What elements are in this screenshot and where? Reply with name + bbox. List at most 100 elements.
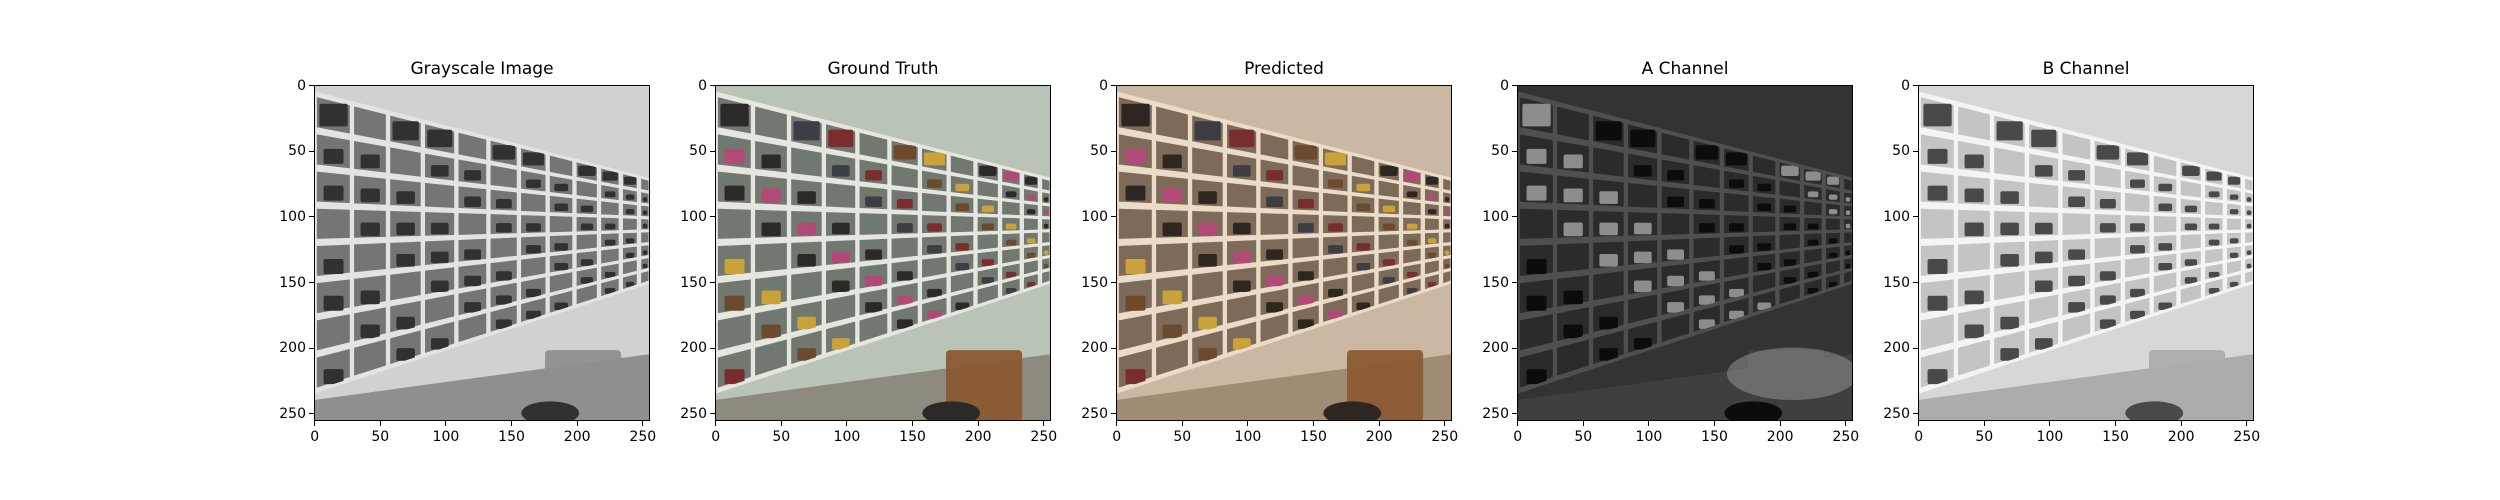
shelf-item [1406,271,1418,278]
shelf-board [1918,229,2254,245]
y-tick-label: 50 [288,143,306,160]
cubby [2245,231,2253,244]
y-tick-mark [1111,281,1116,284]
cubby [316,208,351,239]
floor-object [1323,401,1382,421]
cubby [1844,270,1852,284]
shelf-item [1845,210,1851,216]
x-tick-mark [314,421,316,426]
x-tick-label: 250 [629,429,657,445]
x-tick-mark [1845,421,1847,426]
cubby [549,216,573,233]
shelf-item [2034,251,2053,264]
shelf-item [1297,319,1314,329]
shelf-item [1444,250,1450,256]
shelf-item [625,209,635,215]
shelf-item [1194,121,1221,141]
shelf-item [1757,183,1772,192]
cubby [1920,208,1955,239]
cubby [1403,248,1422,264]
shelf-board [715,229,1051,245]
cubby [1557,243,1590,273]
shelf-item [1297,199,1314,209]
shelf-board [1918,128,2254,194]
cubby [425,294,455,324]
panel-title: B Channel [2042,59,2130,79]
shelf-item [526,223,541,232]
shelf-item [793,121,820,141]
shelf-item [1427,281,1437,288]
shelf-item [761,154,781,169]
shelf-board [1116,267,1452,357]
shelf-item [955,203,970,212]
shelf-item [2229,238,2239,244]
cubby [1825,218,1841,231]
shelf-board [1918,91,2254,182]
shelf-item [2034,222,2053,235]
shelf-item [2099,295,2116,305]
y-tick-mark [309,413,314,415]
x-tick-label: 200 [563,429,591,445]
shelf-item [2184,259,2198,266]
cubby [1724,192,1749,212]
cubby [1628,294,1658,324]
x-tick-label: 100 [2036,429,2064,445]
shelf-item [360,188,380,203]
shelf-item [1599,222,1618,236]
shelf-item [642,263,648,269]
y-tick-mark [309,281,314,284]
cubby [354,106,387,141]
shelf-item [2068,170,2086,181]
shelf-item [430,280,449,292]
x-tick-mark [1043,421,1045,426]
shelf-item [1198,222,1217,236]
shelf-board [314,241,650,282]
x-tick-label: 200 [2167,429,2195,445]
shelf-item [761,222,781,237]
cubby [922,256,947,278]
shelf-item [1162,154,1182,169]
shelf-item [1404,171,1420,181]
shelf-item [981,223,995,231]
y-tick-label: 200 [1883,340,1910,357]
x-tick-mark [379,421,381,426]
y-tick-mark [710,150,715,152]
shelf-item [2034,280,2053,292]
shelf-item [495,199,512,209]
shelf-item [1382,223,1396,231]
shelf-item [1356,243,1371,251]
shelf-item [464,302,482,313]
shelf-item [2158,183,2173,192]
x-tick-label: 0 [1914,429,1924,445]
x-tick-mark [1648,421,1650,426]
cubby [859,313,888,343]
cubby [1779,180,1801,198]
shelf-item [1563,290,1583,305]
shelf-item [2246,223,2252,229]
shelf-item [2158,262,2173,271]
x-tick-mark [1116,421,1118,426]
shelf-item [1356,302,1371,311]
shelf-item [323,295,344,311]
shelf-item [1667,196,1685,207]
shelf-item [1783,205,1797,213]
cubby [977,234,999,250]
cubby [1958,106,1991,141]
shelf-item [2184,205,2198,213]
shelf-item [1729,179,1744,188]
shelf-item [1125,369,1146,385]
shelf-item [927,223,942,232]
cubby [1378,284,1400,305]
y-tick-label: 150 [1482,274,1509,291]
shelf-item [955,262,970,271]
shelf-item [1162,188,1182,203]
cubby [1260,313,1289,343]
shelf-item [464,275,482,287]
x-tick-label: 50 [1975,429,1994,445]
cubby [2029,182,2059,208]
x-tick-label: 50 [1574,429,1593,445]
shelf-item [2031,129,2057,148]
shelf-board [1517,229,1853,245]
shelf-item [927,288,942,298]
x-tick-label: 100 [833,429,861,445]
